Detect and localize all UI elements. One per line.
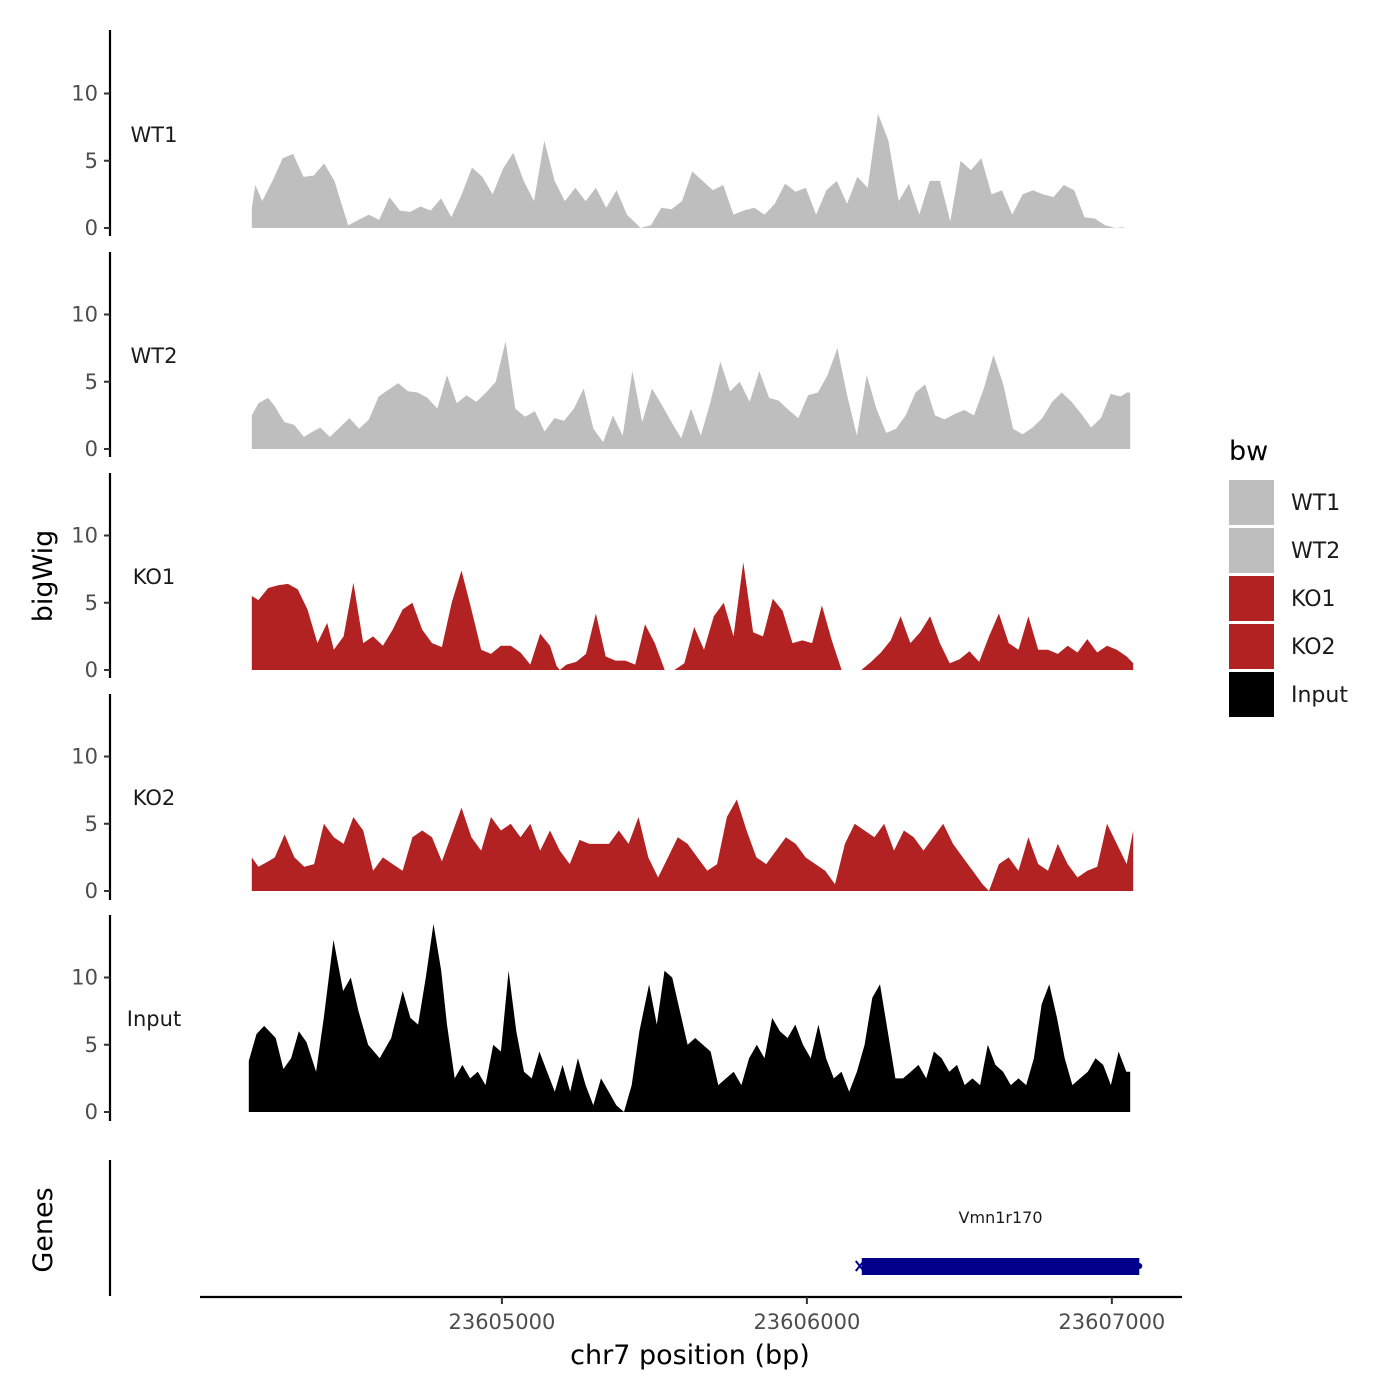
legend-label: Input xyxy=(1291,683,1348,708)
legend: bw WT1 WT2 KO1 KO2 Input xyxy=(1229,436,1348,717)
legend-label: KO2 xyxy=(1291,635,1336,660)
x-tick-label: 23606000 xyxy=(753,1310,860,1334)
track-ko2: 0 5 10 KO2 xyxy=(71,694,1134,903)
x-tick-label: 23605000 xyxy=(448,1310,555,1334)
x-tick-label: 23607000 xyxy=(1058,1310,1165,1334)
gene-label: Vmn1r170 xyxy=(959,1208,1043,1227)
legend-swatch-wt2 xyxy=(1229,528,1274,573)
y-tick-label: 10 xyxy=(71,745,98,769)
signal-area-wt1 xyxy=(251,113,1125,228)
y-tick-label: 5 xyxy=(85,149,98,173)
y-tick-label: 0 xyxy=(85,879,98,903)
track-label: WT2 xyxy=(131,344,178,368)
y-axis-title: bigWig xyxy=(28,530,59,623)
legend-label: KO1 xyxy=(1291,587,1336,612)
track-ko1: 0 5 10 KO1 xyxy=(71,473,1134,682)
y-tick-label: 5 xyxy=(85,370,98,394)
y-tick-label: 0 xyxy=(85,437,98,461)
gene-strand-marker xyxy=(855,1260,865,1272)
signal-area-input xyxy=(248,923,1131,1112)
signal-area-wt2 xyxy=(251,341,1131,449)
legend-swatch-input xyxy=(1229,672,1274,717)
track-label: Input xyxy=(127,1007,181,1031)
y-tick-label: 10 xyxy=(71,303,98,327)
y-tick-label: 5 xyxy=(85,812,98,836)
signal-area-ko1 xyxy=(251,562,1134,670)
genes-panel: Vmn1r170 xyxy=(108,1160,1143,1296)
genes-axis-title: Genes xyxy=(28,1187,59,1272)
y-tick-label: 10 xyxy=(71,966,98,990)
track-wt2: 0 5 10 WT2 xyxy=(71,252,1131,461)
y-tick-label: 0 xyxy=(85,1100,98,1124)
y-tick-label: 10 xyxy=(71,524,98,548)
y-tick-label: 10 xyxy=(71,82,98,106)
signal-area-ko2 xyxy=(251,799,1134,891)
legend-swatch-ko1 xyxy=(1229,576,1274,621)
track-label: KO2 xyxy=(133,786,176,810)
track-label: KO1 xyxy=(133,565,176,589)
track-label: WT1 xyxy=(131,123,178,147)
y-tick-label: 5 xyxy=(85,591,98,615)
gene-body-vmn1r170 xyxy=(861,1258,1140,1275)
y-tick-label: 0 xyxy=(85,658,98,682)
legend-label: WT1 xyxy=(1291,491,1340,516)
legend-label: WT2 xyxy=(1291,539,1340,564)
legend-title: bw xyxy=(1229,436,1268,467)
gene-end-marker xyxy=(1136,1263,1143,1269)
track-input: 0 5 10 Input xyxy=(71,915,1131,1124)
tracks-layer: 0 5 10 WT1 0 5 10 WT2 0 5 10 KO1 0 5 10 KO2 0 5 10 Input xyxy=(71,30,1134,1124)
y-tick-label: 0 xyxy=(85,216,98,240)
legend-swatch-ko2 xyxy=(1229,624,1274,669)
track-wt1: 0 5 10 WT1 xyxy=(71,30,1125,240)
x-axis: 23605000 23606000 23607000 xyxy=(200,1295,1182,1334)
x-axis-title: chr7 position (bp) xyxy=(570,1340,810,1371)
legend-swatch-wt1 xyxy=(1229,480,1274,525)
y-tick-label: 5 xyxy=(85,1033,98,1057)
